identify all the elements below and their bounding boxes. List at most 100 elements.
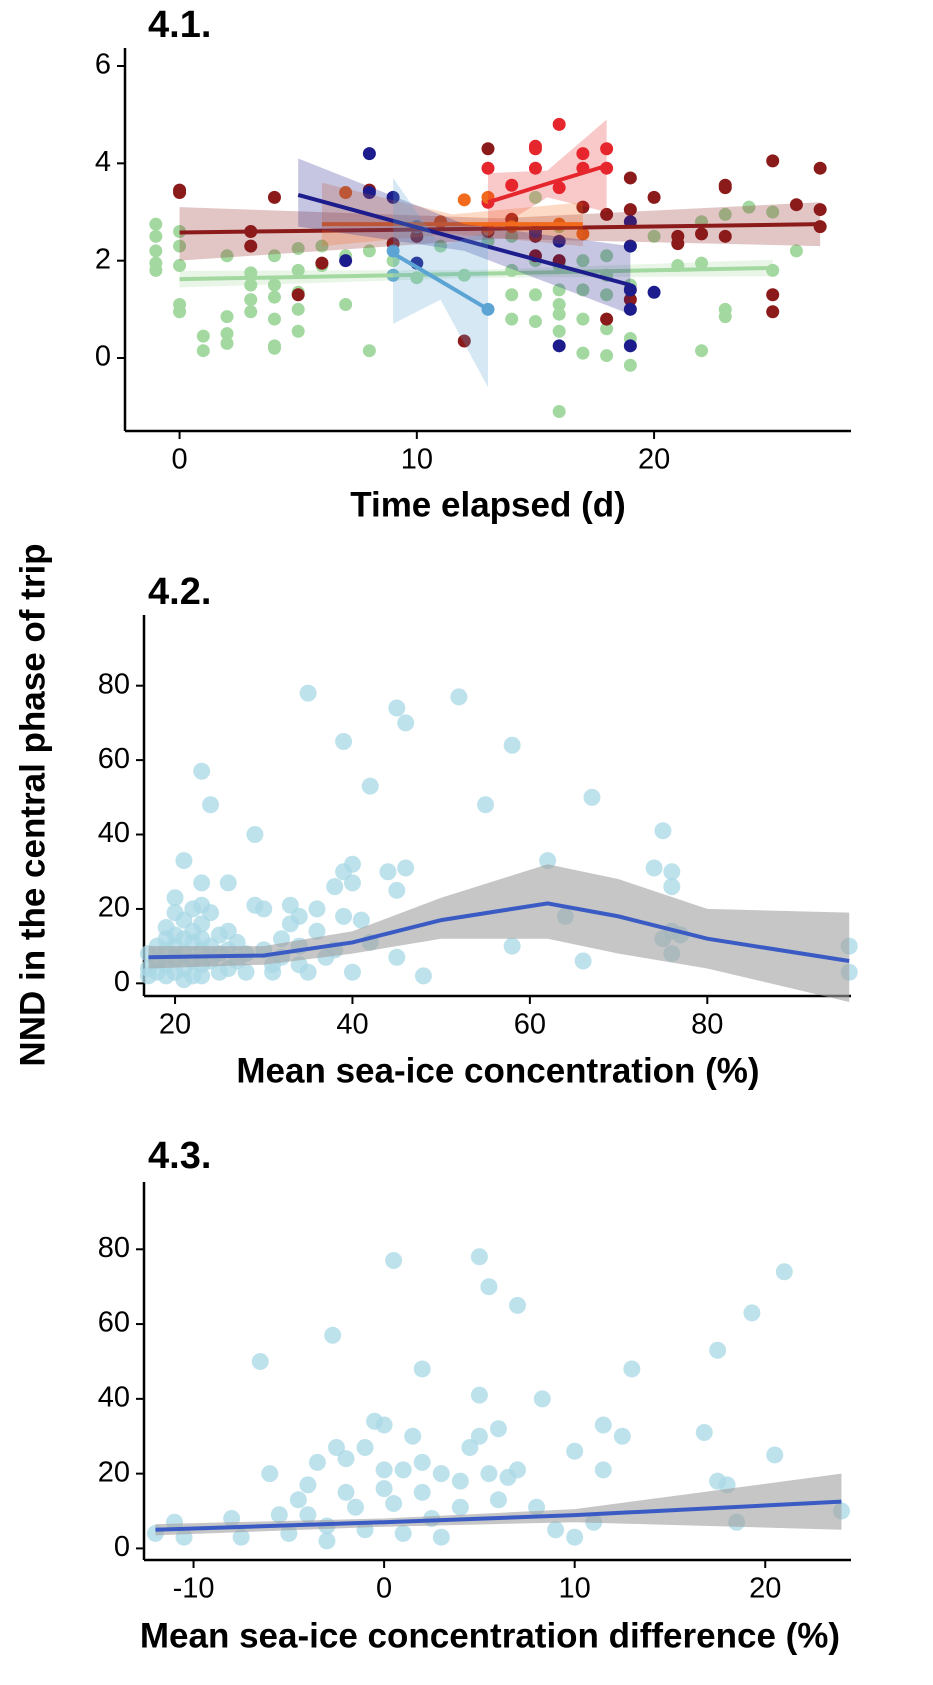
- point: [410, 229, 424, 243]
- point: [528, 161, 542, 175]
- point: [718, 229, 732, 243]
- point: [339, 297, 353, 311]
- point: [299, 1506, 317, 1524]
- point: [220, 327, 234, 341]
- point: [385, 1495, 403, 1513]
- point: [583, 788, 601, 806]
- point: [576, 283, 590, 297]
- point: [647, 190, 661, 204]
- point: [600, 207, 614, 221]
- point: [149, 217, 163, 231]
- point: [623, 293, 637, 307]
- point: [267, 278, 281, 292]
- point: [450, 688, 468, 706]
- point: [552, 307, 566, 321]
- point: [594, 1461, 612, 1479]
- point: [397, 859, 415, 877]
- point: [505, 288, 519, 302]
- point: [470, 1248, 488, 1266]
- point: [813, 203, 827, 217]
- point: [654, 822, 672, 840]
- point: [528, 288, 542, 302]
- point: [397, 714, 415, 732]
- fit-line: [179, 265, 773, 282]
- point: [718, 310, 732, 324]
- point: [718, 207, 732, 221]
- point: [766, 288, 780, 302]
- point: [505, 178, 519, 192]
- point: [766, 305, 780, 319]
- y-tick-label: 60: [98, 743, 130, 775]
- point: [220, 249, 234, 263]
- point: [385, 1252, 403, 1270]
- point: [149, 244, 163, 258]
- point: [299, 684, 317, 702]
- point: [327, 1438, 345, 1456]
- point: [432, 1528, 450, 1546]
- point: [343, 963, 361, 981]
- point: [388, 699, 406, 717]
- point: [379, 863, 397, 881]
- x-axis-label: Mean sea-ice concentration difference (%…: [140, 1616, 840, 1655]
- point: [533, 1390, 551, 1408]
- point: [326, 878, 344, 896]
- point: [375, 1416, 393, 1434]
- point: [645, 859, 663, 877]
- point: [539, 852, 557, 870]
- point: [352, 911, 370, 929]
- point: [267, 312, 281, 326]
- point: [509, 1296, 527, 1314]
- point: [566, 1442, 584, 1460]
- point: [576, 346, 590, 360]
- point: [481, 161, 495, 175]
- point: [232, 1528, 250, 1546]
- point: [347, 1498, 365, 1516]
- point: [173, 186, 187, 200]
- point: [343, 874, 361, 892]
- point: [251, 1352, 269, 1370]
- point: [742, 200, 756, 214]
- point: [388, 881, 406, 899]
- point: [623, 283, 637, 297]
- point: [255, 900, 273, 918]
- point: [552, 405, 566, 419]
- point: [457, 193, 471, 207]
- confidence-band: [179, 202, 821, 261]
- point: [220, 336, 234, 350]
- point: [432, 1465, 450, 1483]
- point: [695, 227, 709, 241]
- point: [695, 256, 709, 270]
- y-tick-label: 20: [98, 1456, 130, 1488]
- point: [695, 1424, 713, 1442]
- point: [315, 239, 329, 253]
- point: [193, 874, 211, 892]
- panel-title: 4.2.: [148, 571, 211, 613]
- point: [576, 200, 590, 214]
- point: [594, 1416, 612, 1434]
- point: [600, 312, 614, 326]
- point: [766, 154, 780, 168]
- y-tick-label: 60: [98, 1307, 130, 1339]
- x-tick-label: 10: [401, 444, 433, 476]
- point: [175, 852, 193, 870]
- point: [149, 263, 163, 277]
- point: [503, 937, 521, 955]
- y-tick-label: 6: [95, 49, 111, 81]
- point: [173, 305, 187, 319]
- point: [552, 297, 566, 311]
- point: [404, 1427, 422, 1445]
- y-tick-label: 0: [95, 341, 111, 373]
- confidence-band: [488, 119, 607, 234]
- point: [743, 1304, 761, 1322]
- point: [623, 339, 637, 353]
- x-tick-label: 20: [749, 1573, 781, 1605]
- point: [552, 181, 566, 195]
- point: [267, 190, 281, 204]
- fit-line: [487, 163, 608, 205]
- y-tick-label: 0: [114, 966, 130, 998]
- point: [291, 288, 305, 302]
- point: [663, 878, 681, 896]
- x-tick-label: 60: [514, 1009, 546, 1041]
- point: [289, 1491, 307, 1509]
- shared-y-label: NND in the central phase of trip: [13, 543, 52, 1066]
